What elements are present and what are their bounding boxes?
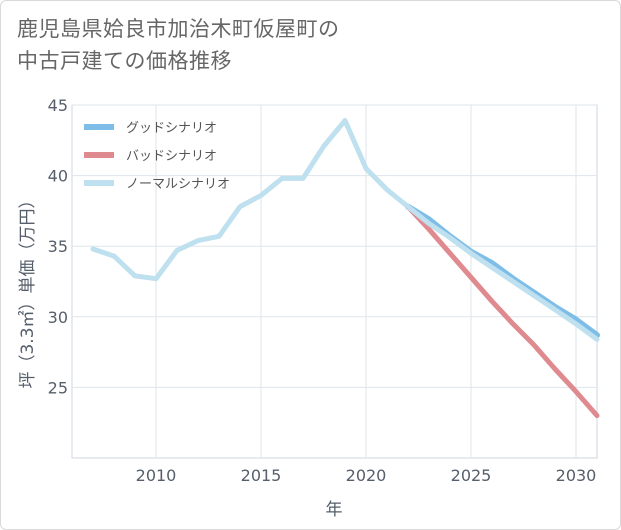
y-tick-label: 35 bbox=[48, 237, 68, 256]
y-tick-label: 45 bbox=[48, 96, 68, 115]
chart-title-line-1: 鹿児島県姶良市加治木町仮屋町の bbox=[17, 17, 340, 41]
x-axis-title: 年 bbox=[326, 500, 343, 520]
y-tick-label: 25 bbox=[48, 378, 68, 397]
x-tick-label: 2020 bbox=[346, 466, 387, 485]
legend-label-3: ノーマルシナリオ bbox=[126, 177, 230, 192]
legend-label-1: グッドシナリオ bbox=[126, 121, 217, 136]
series-line-3 bbox=[90, 118, 600, 342]
y-tick-label: 40 bbox=[48, 167, 68, 186]
x-tick-label: 2030 bbox=[556, 466, 597, 485]
x-tick-label: 2025 bbox=[451, 466, 492, 485]
x-tick-label: 2010 bbox=[136, 466, 177, 485]
x-axis-ticks: 2010 2015 2020 2025 2030 bbox=[136, 466, 597, 485]
y-axis-title: 坪（3.3㎡）単価（万円） bbox=[18, 191, 38, 388]
y-axis-ticks: 25 30 35 40 45 bbox=[48, 96, 68, 397]
x-tick-label: 2015 bbox=[241, 466, 282, 485]
y-tick-label: 30 bbox=[48, 308, 68, 327]
chart-title: 鹿児島県姶良市加治木町仮屋町の 中古戸建ての価格推移 bbox=[17, 13, 577, 77]
series-lines bbox=[90, 118, 600, 419]
legend-label-2: バッドシナリオ bbox=[126, 149, 217, 164]
chart-title-line-2: 中古戸建ての価格推移 bbox=[17, 49, 232, 73]
series-line-2 bbox=[405, 204, 600, 419]
